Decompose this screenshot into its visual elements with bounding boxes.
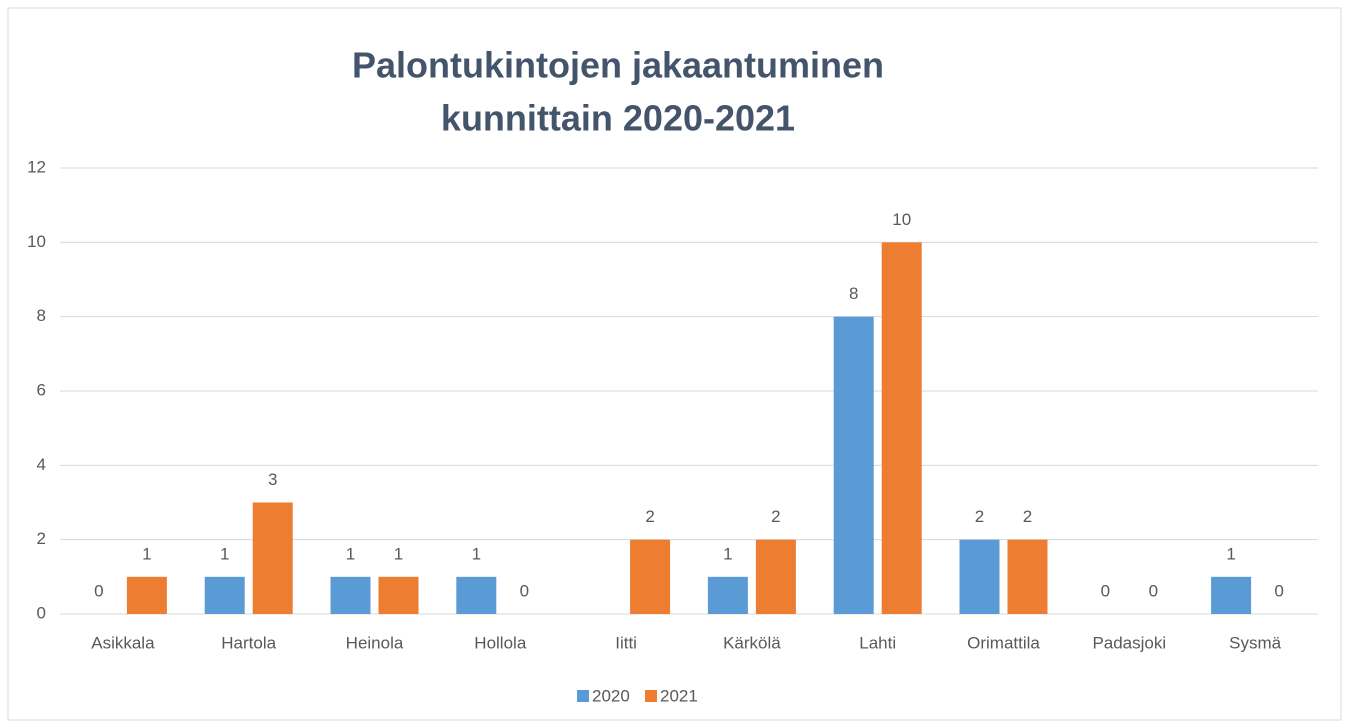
data-label: 1 [142, 544, 151, 563]
x-tick-label: Kärkölä [723, 633, 781, 652]
y-tick-label: 4 [37, 455, 46, 474]
data-label: 2 [975, 507, 984, 526]
x-tick-label: Orimattila [967, 633, 1040, 652]
bar [330, 576, 371, 614]
y-tick-label: 8 [37, 306, 46, 325]
data-label: 1 [723, 544, 732, 563]
legend-label: 2021 [660, 686, 698, 705]
x-tick-label: Padasjoki [1092, 633, 1166, 652]
x-tick-label: Lahti [859, 633, 896, 652]
x-tick-label: Heinola [346, 633, 404, 652]
bar [456, 576, 497, 614]
data-label: 0 [1101, 581, 1110, 600]
x-tick-label: Sysmä [1229, 633, 1282, 652]
data-label: 1 [346, 544, 355, 563]
bar [252, 502, 293, 614]
x-tick-label: Iitti [615, 633, 637, 652]
legend-label: 2020 [592, 686, 630, 705]
legend-swatch [645, 690, 657, 702]
data-label: 2 [645, 507, 654, 526]
data-label: 0 [1149, 581, 1158, 600]
data-label: 1 [394, 544, 403, 563]
data-label: 3 [268, 470, 277, 489]
y-tick-label: 2 [37, 529, 46, 548]
bar [378, 576, 419, 614]
data-label: 0 [1274, 581, 1283, 600]
y-tick-label: 0 [37, 603, 46, 622]
bar [1211, 576, 1252, 614]
data-label: 2 [1023, 507, 1032, 526]
legend-swatch [577, 690, 589, 702]
bar [1007, 539, 1048, 614]
bar [881, 242, 922, 615]
bar [833, 316, 874, 614]
chart-title: kunnittain 2020-2021 [441, 98, 795, 139]
bar [204, 576, 245, 614]
y-tick-label: 6 [37, 380, 46, 399]
bar [755, 539, 796, 614]
x-tick-label: Hartola [221, 633, 276, 652]
data-label: 1 [1226, 544, 1235, 563]
data-label: 1 [472, 544, 481, 563]
bar [630, 539, 671, 614]
data-label: 0 [520, 581, 529, 600]
y-tick-label: 12 [27, 157, 46, 176]
bar [707, 576, 748, 614]
chart-title: Palontukintojen jakaantuminen [352, 45, 884, 86]
data-label: 1 [220, 544, 229, 563]
data-label: 10 [892, 210, 911, 229]
data-label: 8 [849, 284, 858, 303]
x-tick-label: Asikkala [91, 633, 155, 652]
bar [959, 539, 1000, 614]
bar [126, 576, 167, 614]
data-label: 0 [94, 581, 103, 600]
y-tick-label: 10 [27, 232, 46, 251]
x-tick-label: Hollola [474, 633, 527, 652]
data-label: 2 [771, 507, 780, 526]
